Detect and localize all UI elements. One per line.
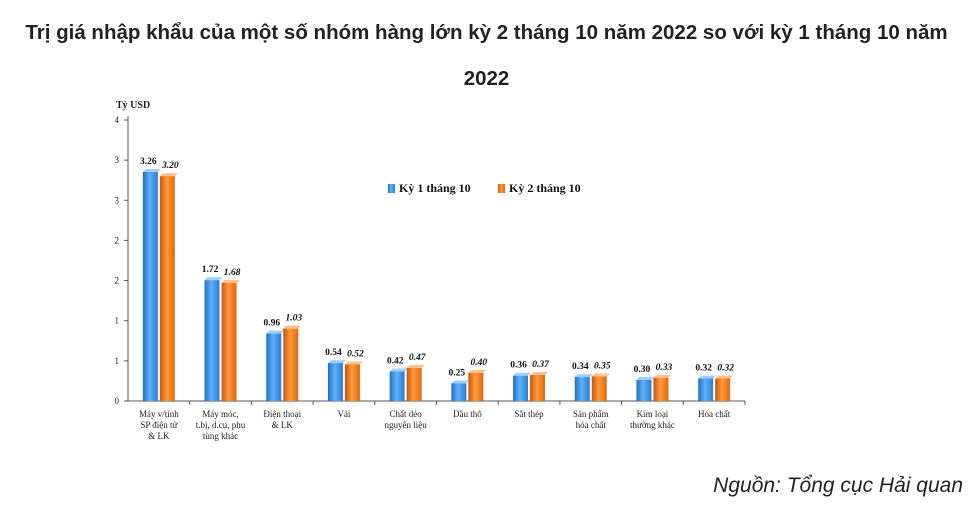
- data-label: 0.32: [695, 364, 712, 374]
- bar-top-face: [715, 375, 734, 379]
- chart-title-line-2: 2022: [463, 67, 510, 90]
- x-tick-label: Sản phẩm: [573, 409, 609, 419]
- bar-ky1: [451, 383, 467, 401]
- bar-ky2: [530, 375, 546, 401]
- bar-top-face: [283, 325, 302, 329]
- bar-top-face: [636, 376, 655, 380]
- bar-top-face: [468, 369, 487, 373]
- data-label: 0.33: [656, 363, 673, 373]
- y-tick-label: 2: [115, 235, 120, 245]
- bar-ky2: [344, 364, 360, 401]
- data-label: 0.34: [572, 362, 589, 372]
- legend-label: Kỳ 2 tháng 10: [509, 181, 581, 195]
- bar-top-face: [327, 360, 346, 364]
- bar-top-face: [389, 368, 408, 372]
- bar-top-face: [266, 330, 285, 334]
- data-label: 1.72: [202, 265, 219, 275]
- data-label: 0.54: [325, 348, 342, 358]
- bar-ky1: [389, 371, 405, 401]
- bar-top-face: [344, 361, 363, 365]
- data-label: 1.03: [285, 314, 302, 324]
- bar-ky1: [142, 171, 158, 401]
- data-label: 1.68: [224, 268, 241, 278]
- bar-top-face: [221, 279, 240, 283]
- x-tick-label: SP điện tử: [140, 420, 178, 430]
- bar-top-face: [653, 374, 672, 378]
- data-label: 0.35: [594, 361, 611, 371]
- x-tick-label: & LK: [148, 431, 170, 441]
- x-tick-label: Máy v/tính: [139, 409, 179, 419]
- data-label: 0.30: [634, 365, 651, 375]
- x-tick-label: Điện thoại: [263, 409, 301, 419]
- x-tick-label: nguyên liệu: [385, 420, 428, 430]
- bar-top-face: [591, 373, 610, 377]
- x-tick-label: hóa chất: [576, 420, 607, 430]
- bar-top-face: [574, 374, 593, 378]
- legend-swatch: [388, 184, 395, 193]
- x-tick-label: Dầu thô: [453, 409, 482, 419]
- x-tick-label: tùng khác: [203, 431, 238, 441]
- bar-ky1: [266, 333, 282, 401]
- y-tick-label: 4: [115, 115, 120, 125]
- bar-top-face: [204, 277, 223, 281]
- bar-ky2: [159, 176, 175, 401]
- bar-top-face: [698, 375, 717, 379]
- y-tick-label: 3: [115, 195, 120, 205]
- y-tick-label: 1: [115, 316, 120, 326]
- bar-ky2: [468, 372, 484, 401]
- bar-ky1: [327, 363, 343, 401]
- chart-title-line-1: Trị giá nhập khẩu của một số nhóm hàng l…: [25, 21, 948, 44]
- bar-ky1: [513, 375, 529, 401]
- bar-ky2: [221, 282, 237, 401]
- data-label: 0.37: [532, 360, 550, 370]
- x-tick-label: thường khác: [630, 420, 675, 430]
- legend-label: Kỳ 1 tháng 10: [399, 181, 471, 195]
- bar-top-face: [159, 173, 178, 177]
- data-label: 3.20: [161, 161, 179, 171]
- data-label: 0.32: [717, 364, 734, 374]
- data-label: 0.42: [387, 356, 404, 366]
- bar-top-face: [513, 372, 532, 376]
- bar-top-face: [406, 364, 425, 368]
- y-axis-label: Tỷ USD: [116, 100, 150, 111]
- bar-ky2: [406, 367, 422, 401]
- legend-swatch: [498, 184, 505, 193]
- bar-ky2: [591, 376, 607, 401]
- y-tick-label: 0: [115, 396, 120, 406]
- bar-ky1: [204, 280, 220, 401]
- source-note: Nguồn: Tổng cục Hải quan: [713, 474, 963, 497]
- y-tick-label: 2: [115, 276, 120, 286]
- bar-ky1: [574, 377, 590, 401]
- x-tick-label: Máy móc,: [202, 409, 239, 419]
- data-label: 0.47: [409, 353, 427, 363]
- x-tick-label: Sắt thép: [514, 409, 544, 419]
- data-label: 0.36: [510, 361, 527, 371]
- bar-ky2: [653, 377, 669, 401]
- bar-top-face: [530, 372, 549, 376]
- bar-ky2: [283, 328, 299, 401]
- x-tick-label: t.bị, d.cụ, phụ: [196, 420, 246, 430]
- data-label: 0.40: [471, 358, 488, 368]
- bar-ky2: [715, 378, 731, 401]
- data-label: 0.96: [263, 319, 280, 329]
- data-label: 0.25: [449, 368, 466, 378]
- data-label: 0.52: [347, 349, 364, 359]
- data-label: 3.26: [140, 157, 157, 167]
- y-tick-label: 1: [115, 356, 120, 366]
- bar-ky1: [636, 379, 652, 401]
- bar-ky1: [698, 378, 714, 401]
- x-tick-label: Vải: [337, 409, 350, 419]
- bar-top-face: [142, 168, 161, 172]
- x-tick-label: Kim loại: [637, 409, 669, 419]
- bar-top-face: [451, 380, 470, 384]
- y-tick-label: 3: [115, 155, 120, 165]
- x-tick-label: & LK: [272, 420, 294, 430]
- x-tick-label: Chất dẻo: [390, 409, 423, 419]
- chart-title: Trị giá nhập khẩu của một số nhóm hàng l…: [0, 10, 973, 102]
- x-tick-label: Hóa chất: [698, 409, 731, 419]
